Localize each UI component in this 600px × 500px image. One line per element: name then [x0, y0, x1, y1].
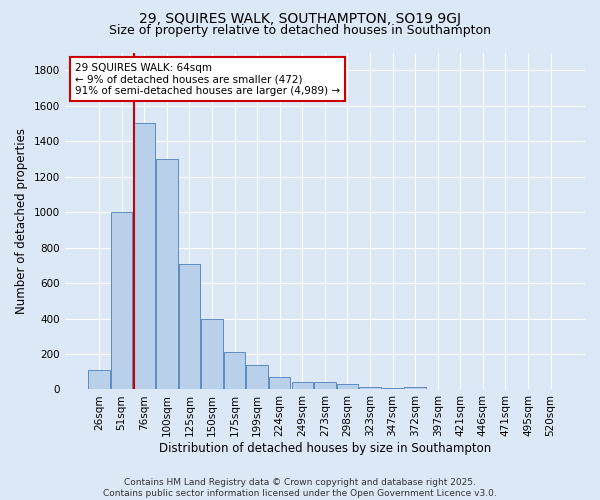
Bar: [382, 388, 403, 390]
Text: Size of property relative to detached houses in Southampton: Size of property relative to detached ho…: [109, 24, 491, 37]
Bar: [337, 384, 358, 390]
Bar: [292, 382, 313, 390]
Y-axis label: Number of detached properties: Number of detached properties: [15, 128, 28, 314]
Bar: [359, 387, 381, 390]
Bar: [179, 264, 200, 390]
Bar: [133, 124, 155, 390]
Bar: [156, 159, 178, 390]
Text: Contains HM Land Registry data © Crown copyright and database right 2025.
Contai: Contains HM Land Registry data © Crown c…: [103, 478, 497, 498]
Bar: [224, 352, 245, 390]
Text: 29 SQUIRES WALK: 64sqm
← 9% of detached houses are smaller (472)
91% of semi-det: 29 SQUIRES WALK: 64sqm ← 9% of detached …: [75, 62, 340, 96]
Bar: [201, 318, 223, 390]
Bar: [314, 382, 335, 390]
Bar: [404, 387, 426, 390]
Bar: [88, 370, 110, 390]
Bar: [247, 364, 268, 390]
Text: 29, SQUIRES WALK, SOUTHAMPTON, SO19 9GJ: 29, SQUIRES WALK, SOUTHAMPTON, SO19 9GJ: [139, 12, 461, 26]
Bar: [111, 212, 133, 390]
Bar: [269, 377, 290, 390]
X-axis label: Distribution of detached houses by size in Southampton: Distribution of detached houses by size …: [159, 442, 491, 455]
